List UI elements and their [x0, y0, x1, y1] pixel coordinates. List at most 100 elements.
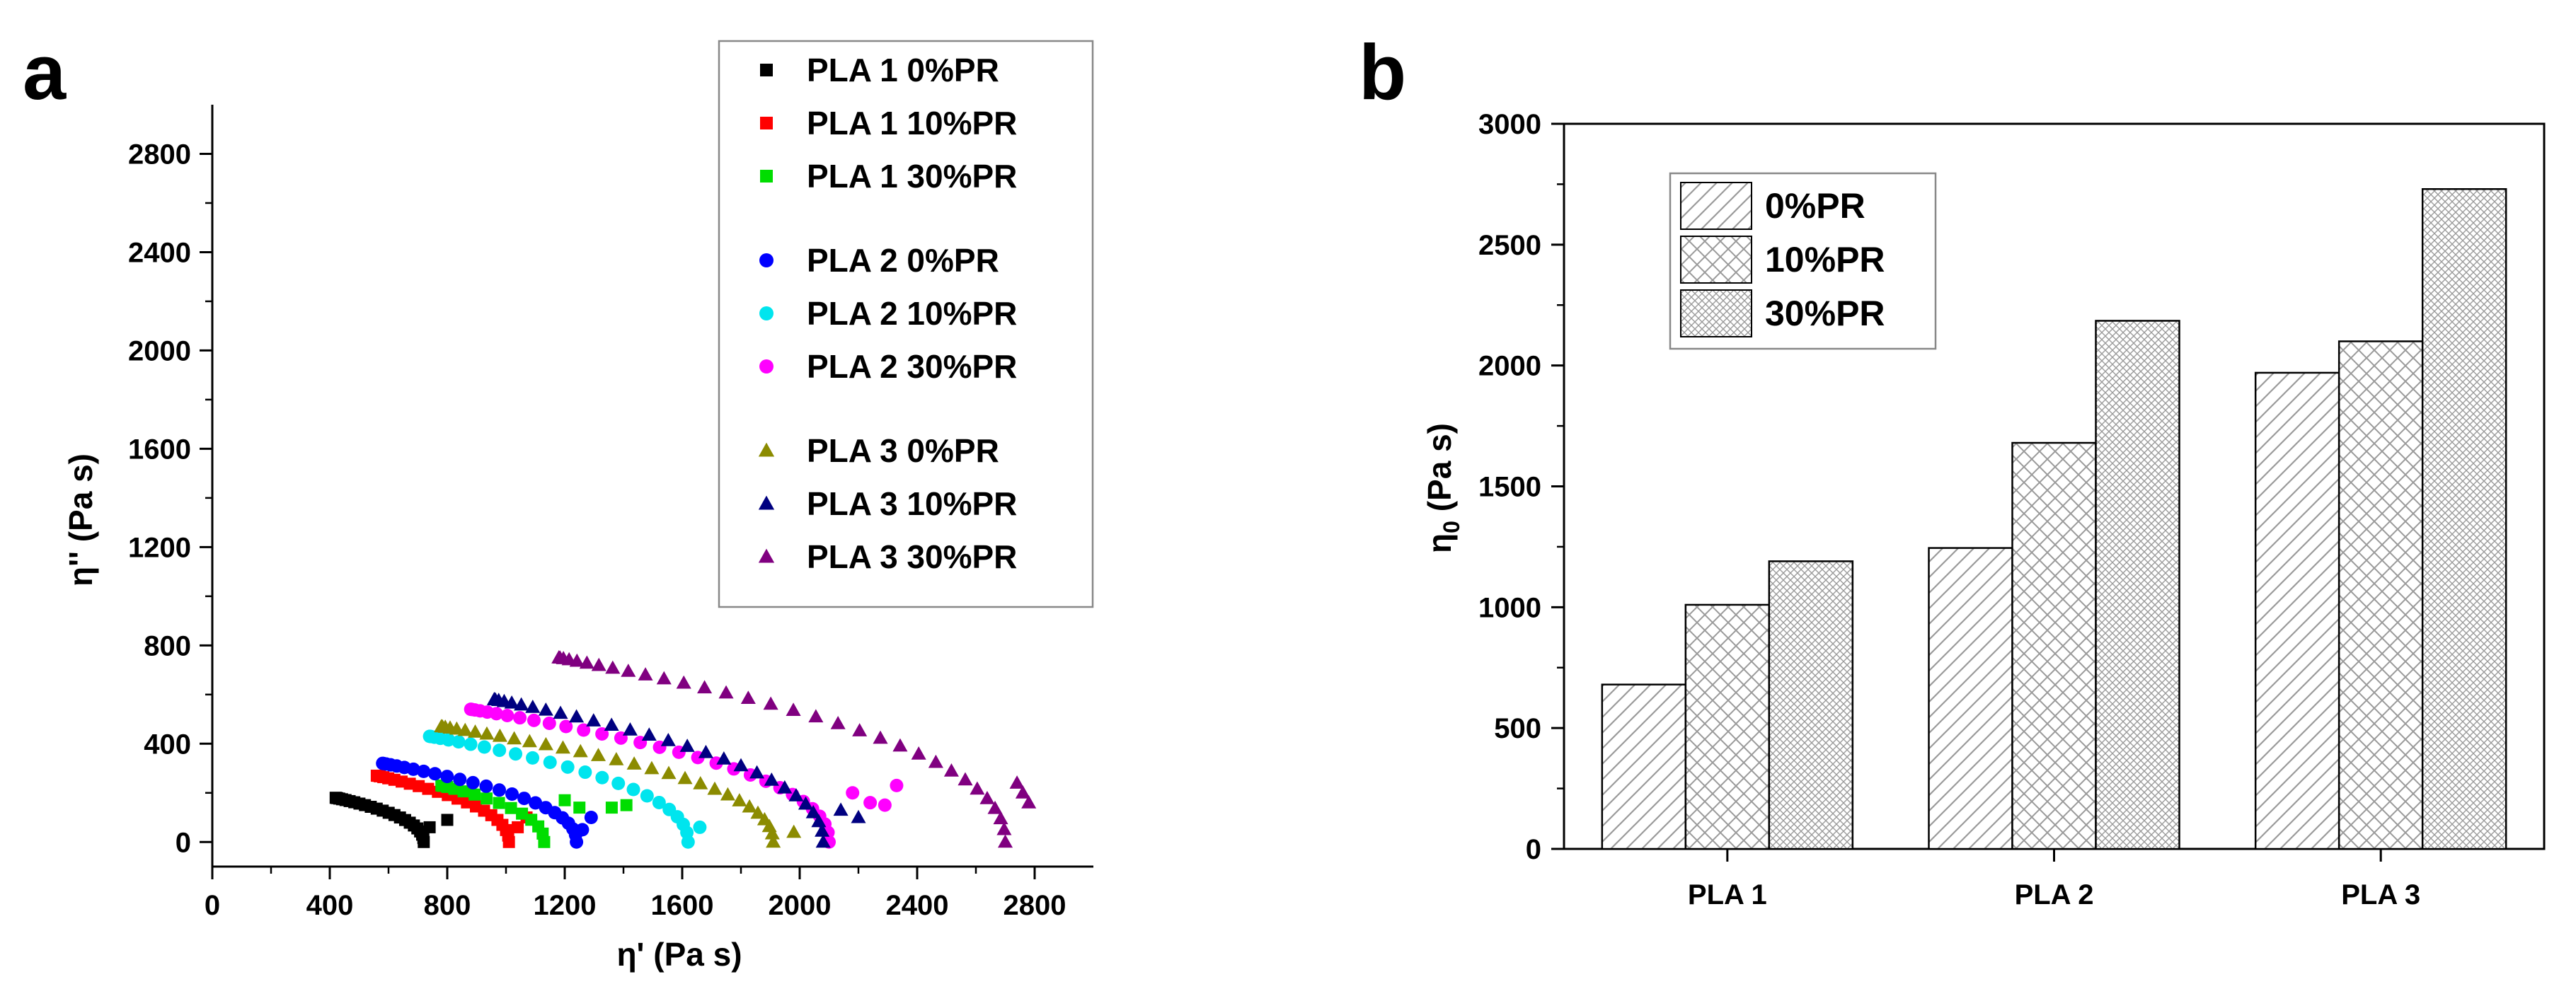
panel-a-y-axis-title: η'' (Pa s): [62, 453, 99, 586]
data-point: [979, 790, 995, 804]
data-point: [578, 765, 592, 780]
panel-a-y-tick-label: 1600: [128, 434, 191, 465]
data-point: [928, 754, 943, 768]
legend-label: PLA 1 30%PR: [807, 158, 1017, 195]
data-point: [788, 788, 804, 802]
data-point: [590, 748, 606, 761]
data-point: [586, 713, 602, 727]
bar-pla-3-10pctpr: [2338, 340, 2424, 850]
legend-label: PLA 2 10%PR: [807, 295, 1017, 332]
data-point: [693, 820, 707, 834]
legend-label: PLA 3 30%PR: [807, 538, 1017, 575]
data-point: [611, 776, 626, 790]
data-point: [493, 797, 505, 809]
panel-b-y-tick-label: 1000: [1478, 592, 1541, 623]
data-point: [993, 811, 1008, 825]
panel-a-y-tick-label: 0: [176, 827, 191, 858]
panel-b-y-tick-label: 2000: [1478, 351, 1541, 382]
data-point: [808, 709, 824, 723]
data-point: [542, 716, 556, 730]
panel-a-scatter: 0 400 800 1200 1600 2000 2400 2800 0 400 800 1200 16…: [62, 40, 1094, 973]
data-point: [693, 776, 708, 789]
data-point: [626, 756, 642, 770]
legend-marker: [760, 64, 773, 76]
data-point: [502, 835, 515, 848]
data-point: [742, 799, 757, 813]
legend-marker: [758, 548, 775, 563]
data-point: [584, 811, 598, 825]
legend-label: PLA 1 10%PR: [807, 105, 1017, 141]
data-point: [457, 785, 470, 798]
data-point: [507, 731, 522, 745]
data-point: [579, 655, 594, 669]
data-point: [466, 775, 480, 789]
data-point: [851, 809, 866, 823]
legend-item-pla-1-0pctpr: PLA 1 0%PR: [760, 52, 999, 88]
panel-b-y-tick-label: 3000: [1478, 109, 1541, 140]
data-point: [428, 767, 442, 781]
data-point: [943, 763, 959, 777]
panel-a-y-tick-label: 2000: [128, 335, 191, 366]
panel-a-x-tick-label: 800: [424, 890, 471, 921]
series-pla-1-0pctpr: [329, 792, 454, 848]
legend-marker: [759, 359, 774, 374]
legend-marker: [759, 253, 774, 267]
legend-item-pla-1-10pctpr: PLA 1 10%PR: [760, 105, 1017, 141]
data-point: [423, 821, 436, 833]
legend-item-pla-3-10pctpr: PLA 3 10%PR: [758, 485, 1017, 522]
panel-b-y-axis-title-text: η: [1421, 533, 1458, 553]
legend-item-0pctpr: 0%PR: [1680, 182, 1865, 230]
panel-b-y-axis-title-unit: (Pa s): [1421, 423, 1458, 521]
data-point: [815, 823, 830, 837]
panel-b-axes: 0 500 1000 1500 2000 2500 3000 PLA 1 PLA 2 PLA 3: [1478, 109, 2546, 910]
panel-b-y-axis-title: η0 (Pa s): [1421, 423, 1464, 553]
data-point: [457, 722, 473, 736]
data-point: [538, 835, 551, 848]
legend-marker: [759, 306, 774, 320]
data-point: [525, 700, 541, 713]
panel-a-x-tick-label: 2800: [1004, 890, 1066, 921]
data-point: [996, 821, 1012, 835]
data-point: [441, 814, 454, 826]
legend-item-pla-1-30pctpr: PLA 1 30%PR: [760, 158, 1017, 195]
data-point: [527, 713, 541, 727]
data-point: [605, 802, 618, 814]
data-point: [676, 675, 691, 689]
data-point: [1015, 785, 1030, 799]
data-point: [577, 723, 591, 737]
series-pla-3-10pctpr: [486, 692, 866, 848]
data-point: [538, 702, 553, 716]
data-point: [479, 779, 493, 793]
legend-label: PLA 1 0%PR: [807, 52, 999, 88]
data-point: [622, 722, 638, 736]
data-point: [763, 696, 778, 710]
panel-a-x-tick-label: 1200: [534, 890, 597, 921]
bar-pla-1-10pctpr: [1684, 603, 1771, 850]
data-point: [970, 781, 985, 795]
data-point: [570, 835, 584, 849]
series-pla-2-0pctpr: [376, 756, 598, 849]
data-point: [559, 719, 573, 734]
data-point: [805, 804, 821, 818]
data-point: [707, 781, 723, 795]
legend-swatch: [1680, 182, 1752, 230]
series-pla-2-10pctpr: [422, 729, 707, 849]
data-point: [798, 796, 814, 810]
data-point: [555, 740, 570, 754]
data-point: [543, 756, 557, 770]
data-point: [681, 835, 695, 849]
data-point: [575, 823, 590, 837]
data-point: [732, 793, 747, 806]
panel-a-points: [329, 649, 1037, 849]
data-point: [560, 760, 575, 774]
data-point: [863, 796, 878, 810]
legend-item-pla-3-30pctpr: PLA 3 30%PR: [758, 538, 1017, 575]
panel-a-y-tick-label: 2400: [128, 237, 191, 268]
data-point: [716, 751, 732, 765]
data-point: [764, 772, 779, 786]
data-point: [553, 705, 568, 719]
data-point: [569, 653, 585, 667]
legend-item-pla-2-30pctpr: PLA 2 30%PR: [759, 348, 1017, 385]
data-point: [468, 788, 481, 801]
